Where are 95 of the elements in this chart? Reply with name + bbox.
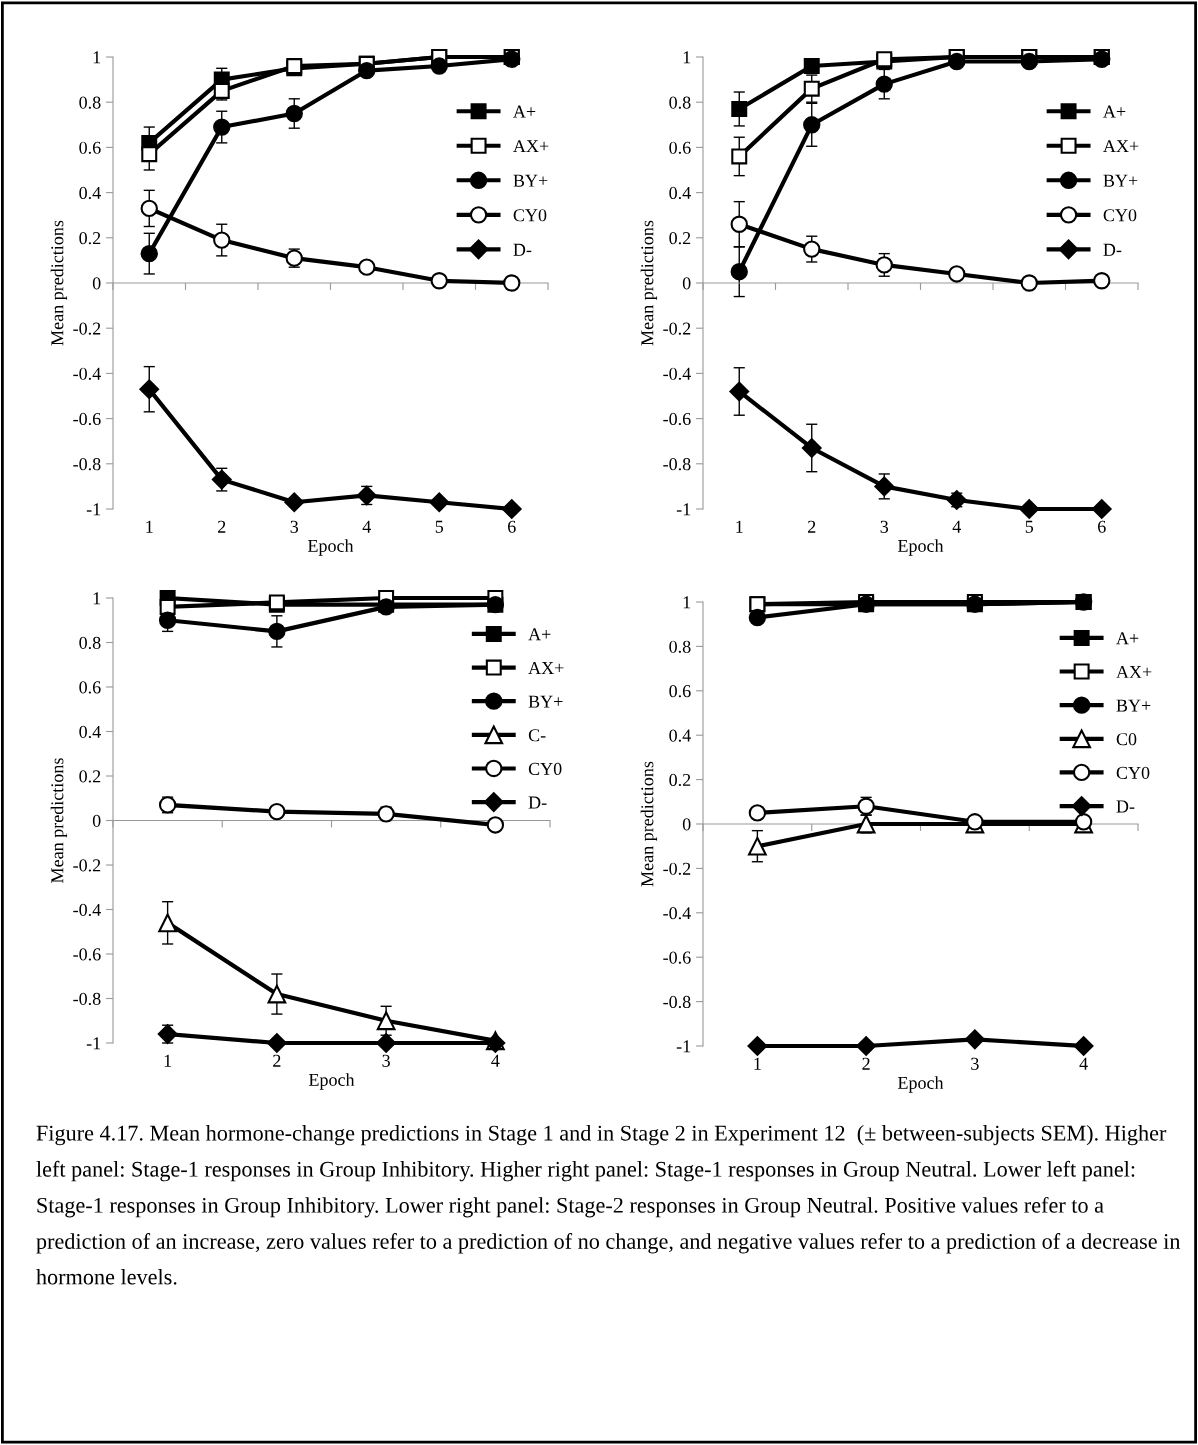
legend-label: AX+ bbox=[1116, 665, 1152, 678]
x-axis-title: Epoch bbox=[308, 1073, 355, 1090]
x-tick-label: 5 bbox=[1025, 520, 1034, 533]
x-tick-label: 6 bbox=[1098, 520, 1106, 533]
y-tick-label: -0.4 bbox=[73, 903, 101, 917]
x-tick-label: 1 bbox=[736, 520, 743, 533]
legend-label: D- bbox=[1116, 800, 1135, 813]
legend-label: A+ bbox=[1103, 105, 1126, 118]
y-axis-title: Mean predictions bbox=[50, 758, 68, 883]
x-tick-label: 2 bbox=[808, 520, 816, 533]
x-tick-label: 2 bbox=[218, 520, 226, 533]
legend-label: CY0 bbox=[528, 762, 562, 775]
y-tick-label: -0.8 bbox=[73, 992, 101, 1006]
y-tick-label: 0.4 bbox=[79, 186, 101, 200]
y-tick-label: 0.2 bbox=[79, 770, 101, 783]
y-tick-label: 0.2 bbox=[669, 232, 691, 245]
y-tick-label: -0.8 bbox=[663, 458, 691, 471]
x-tick-label: 5 bbox=[435, 520, 444, 533]
x-axis-title: Epoch bbox=[307, 539, 354, 556]
y-tick-label: 0.4 bbox=[79, 725, 101, 739]
y-tick-label: -1 bbox=[676, 503, 691, 516]
y-axis-title: Mean predictions bbox=[640, 761, 658, 887]
y-tick-label: 1 bbox=[683, 596, 691, 609]
y-tick-label: -0.6 bbox=[663, 412, 691, 426]
y-tick-label: 0.8 bbox=[79, 96, 101, 109]
y-tick-label: 0.4 bbox=[669, 729, 691, 742]
caption: Figure 4.17. Mean hormone-change predictions in Stage 1 and in Stage 2 in Experiment 12 (± between-subjects SEM). Higher left panel: Stage-1 responses in Group Inhibitory. Higher right panel: Stage-1 responses in Group Neutral. Lower left panel: Stage-1 responses in Group Inhibitory. Lower right panel: Stage-2 responses in Group Neutral. Positive values refer to a prediction of an increase, zero values refer to a prediction of no change, and negative values refer to a prediction of a decrease in hormone levels. bbox=[36, 1125, 1181, 1285]
x-tick-label: 1 bbox=[146, 520, 153, 533]
y-tick-label: 0.8 bbox=[669, 640, 691, 653]
y-tick-label: 0 bbox=[682, 277, 691, 290]
y-tick-label: 0 bbox=[682, 818, 691, 831]
legend-label: AX+ bbox=[1103, 140, 1139, 153]
legend-label: CY0 bbox=[513, 209, 547, 222]
x-tick-label: 3 bbox=[971, 1057, 979, 1070]
y-tick-label: -0.8 bbox=[663, 995, 691, 1009]
y-tick-label: 0.6 bbox=[79, 681, 101, 694]
y-tick-label: 0 bbox=[92, 277, 101, 290]
y-tick-label: -0.6 bbox=[663, 951, 691, 964]
legend-label: C- bbox=[528, 729, 546, 742]
x-tick-label: 3 bbox=[290, 520, 299, 533]
x-axis-title: Epoch bbox=[897, 1076, 944, 1093]
x-tick-label: 4 bbox=[952, 520, 961, 533]
x-tick-label: 4 bbox=[362, 520, 371, 533]
legend-label: BY+ bbox=[528, 695, 563, 708]
legend-label: A+ bbox=[513, 105, 536, 118]
y-tick-label: 1 bbox=[93, 51, 101, 64]
x-tick-label: 4 bbox=[1079, 1057, 1088, 1070]
legend-label: A+ bbox=[528, 628, 551, 641]
x-tick-label: 1 bbox=[754, 1057, 761, 1070]
y-tick-label: 0.8 bbox=[79, 636, 101, 650]
x-tick-label: 4 bbox=[491, 1054, 500, 1067]
y-axis-title: Mean predictions bbox=[50, 220, 68, 346]
y-tick-label: 0.6 bbox=[669, 141, 691, 154]
y-tick-label: -1 bbox=[86, 1037, 101, 1050]
x-tick-label: 2 bbox=[273, 1054, 281, 1067]
x-tick-label: 3 bbox=[880, 520, 889, 533]
legend-label: BY+ bbox=[1116, 699, 1151, 712]
legend-label: CY0 bbox=[1116, 766, 1150, 779]
legend-label: C0 bbox=[1116, 733, 1137, 746]
y-tick-label: -0.4 bbox=[663, 367, 691, 380]
y-tick-label: -0.4 bbox=[73, 367, 101, 380]
legend-label: CY0 bbox=[1103, 209, 1137, 222]
y-tick-label: -0.6 bbox=[73, 948, 101, 961]
y-tick-label: 1 bbox=[93, 592, 101, 605]
y-tick-label: -0.6 bbox=[73, 412, 101, 426]
x-axis-title: Epoch bbox=[897, 539, 944, 556]
y-tick-label: 0.2 bbox=[79, 232, 101, 245]
y-tick-label: 0.8 bbox=[669, 96, 691, 109]
y-tick-label: -0.2 bbox=[73, 322, 101, 335]
y-tick-label: -0.8 bbox=[73, 458, 101, 471]
y-tick-label: 1 bbox=[683, 51, 691, 64]
legend-label: BY+ bbox=[1103, 174, 1138, 187]
legend-label: D- bbox=[528, 796, 547, 809]
x-tick-label: 3 bbox=[382, 1054, 390, 1067]
y-tick-label: 0 bbox=[92, 814, 101, 827]
y-tick-label: -0.2 bbox=[73, 859, 101, 872]
legend-label: AX+ bbox=[513, 140, 549, 153]
legend-label: D- bbox=[513, 243, 532, 256]
legend-label: AX+ bbox=[528, 661, 564, 674]
x-tick-label: 1 bbox=[164, 1054, 172, 1067]
legend-label: D- bbox=[1103, 243, 1122, 256]
y-tick-label: 0.4 bbox=[669, 186, 691, 200]
x-tick-label: 2 bbox=[862, 1057, 870, 1070]
y-tick-label: -1 bbox=[676, 1040, 691, 1053]
y-tick-label: -1 bbox=[86, 503, 101, 516]
y-axis-title: Mean predictions bbox=[640, 220, 658, 346]
y-tick-label: -0.4 bbox=[663, 907, 691, 920]
y-tick-label: 0.6 bbox=[79, 141, 101, 154]
x-tick-label: 6 bbox=[508, 520, 516, 533]
y-tick-label: 0.2 bbox=[669, 773, 691, 787]
y-tick-label: 0.6 bbox=[669, 685, 691, 698]
legend-label: A+ bbox=[1116, 632, 1139, 645]
y-tick-label: -0.2 bbox=[663, 862, 691, 875]
y-tick-label: -0.2 bbox=[663, 322, 691, 335]
legend-label: BY+ bbox=[513, 174, 548, 187]
